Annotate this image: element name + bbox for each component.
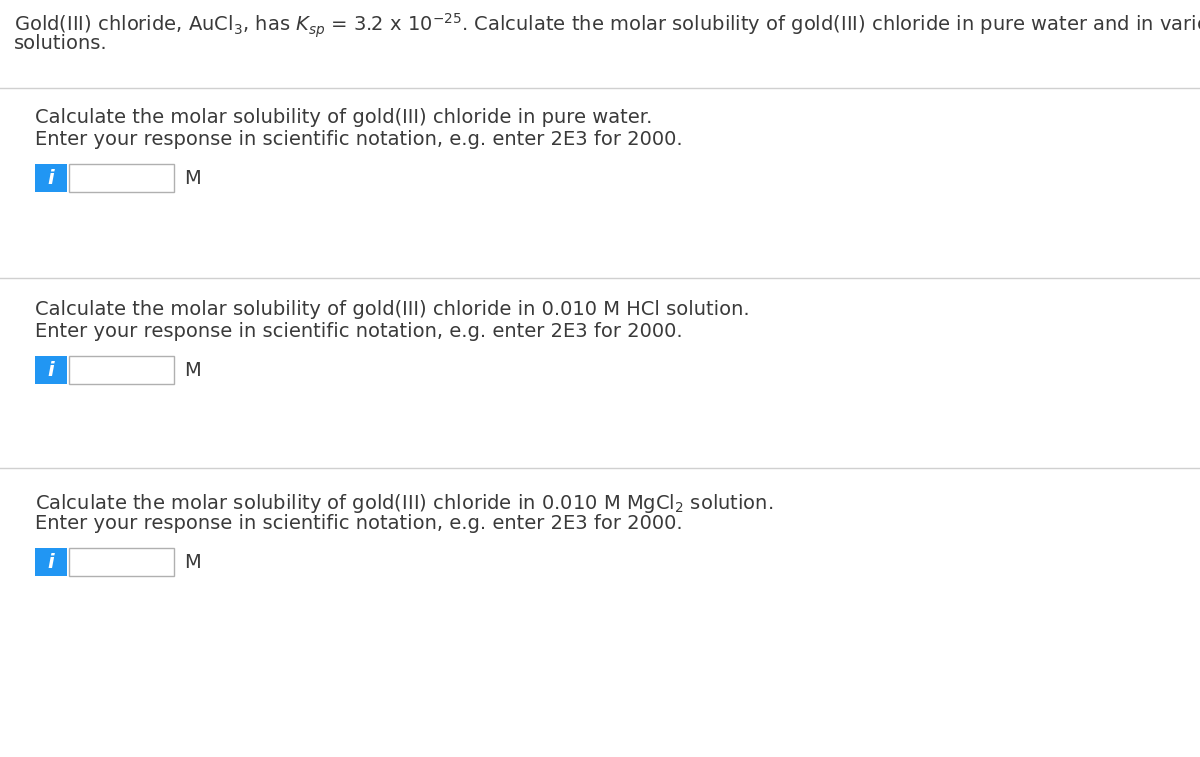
Text: M: M (184, 169, 200, 188)
FancyBboxPatch shape (70, 356, 174, 384)
Text: Enter your response in scientific notation, e.g. enter 2E3 for 2000.: Enter your response in scientific notati… (35, 514, 683, 533)
Text: Enter your response in scientific notation, e.g. enter 2E3 for 2000.: Enter your response in scientific notati… (35, 322, 683, 341)
Text: i: i (48, 360, 54, 379)
Text: Calculate the molar solubility of gold(III) chloride in 0.010 M HCl solution.: Calculate the molar solubility of gold(I… (35, 300, 750, 319)
FancyBboxPatch shape (35, 548, 67, 576)
FancyBboxPatch shape (70, 548, 174, 576)
Text: solutions.: solutions. (14, 34, 108, 53)
Text: Gold(III) chloride, AuCl$_3$, has $K_{sp}$ = 3.2 x 10$^{-25}$. Calculate the mol: Gold(III) chloride, AuCl$_3$, has $K_{sp… (14, 12, 1200, 40)
Text: Enter your response in scientific notation, e.g. enter 2E3 for 2000.: Enter your response in scientific notati… (35, 130, 683, 149)
FancyBboxPatch shape (70, 164, 174, 192)
FancyBboxPatch shape (35, 164, 67, 192)
Text: M: M (184, 360, 200, 379)
Text: i: i (48, 169, 54, 188)
Text: Calculate the molar solubility of gold(III) chloride in 0.010 M MgCl$_2$ solutio: Calculate the molar solubility of gold(I… (35, 492, 773, 515)
Text: Calculate the molar solubility of gold(III) chloride in pure water.: Calculate the molar solubility of gold(I… (35, 108, 653, 127)
Text: i: i (48, 553, 54, 572)
FancyBboxPatch shape (35, 356, 67, 384)
Text: M: M (184, 553, 200, 572)
